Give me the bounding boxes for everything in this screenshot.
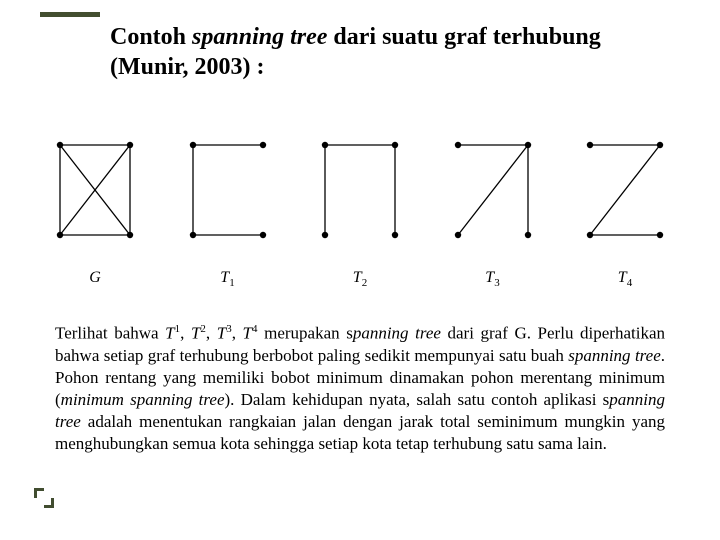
graph-t3: T3 <box>438 130 548 290</box>
decorative-corner-bottom <box>44 498 54 508</box>
body-block: Terlihat bahwa T1, T2, T3, T4 merupakan … <box>55 322 665 455</box>
accent-bar <box>40 12 100 17</box>
title-italic: spanning tree <box>192 24 327 50</box>
title-pre: Contoh <box>110 24 192 50</box>
graph-t1: T1 <box>173 130 283 290</box>
spanning-tree-diagrams: G T1 T2 T3 T4 <box>40 130 680 290</box>
body-paragraph: Terlihat bahwa T1, T2, T3, T4 merupakan … <box>55 322 665 455</box>
graph-t2: T2 <box>305 130 415 290</box>
graph-svg <box>570 130 680 260</box>
graph-svg <box>305 130 415 260</box>
decorative-corner-top <box>34 488 44 498</box>
graph-g: G <box>40 130 150 290</box>
graph-label: T1 <box>173 269 283 289</box>
graph-svg <box>40 130 150 260</box>
graph-t4: T4 <box>570 130 680 290</box>
graph-label: T3 <box>438 269 548 289</box>
graph-svg <box>173 130 283 260</box>
graph-svg <box>438 130 548 260</box>
graph-label: G <box>40 269 150 287</box>
slide-title-block: Contoh spanning tree dari suatu graf ter… <box>110 22 650 82</box>
graph-label: T2 <box>305 269 415 289</box>
slide-title: Contoh spanning tree dari suatu graf ter… <box>110 22 650 82</box>
graph-label: T4 <box>570 269 680 289</box>
